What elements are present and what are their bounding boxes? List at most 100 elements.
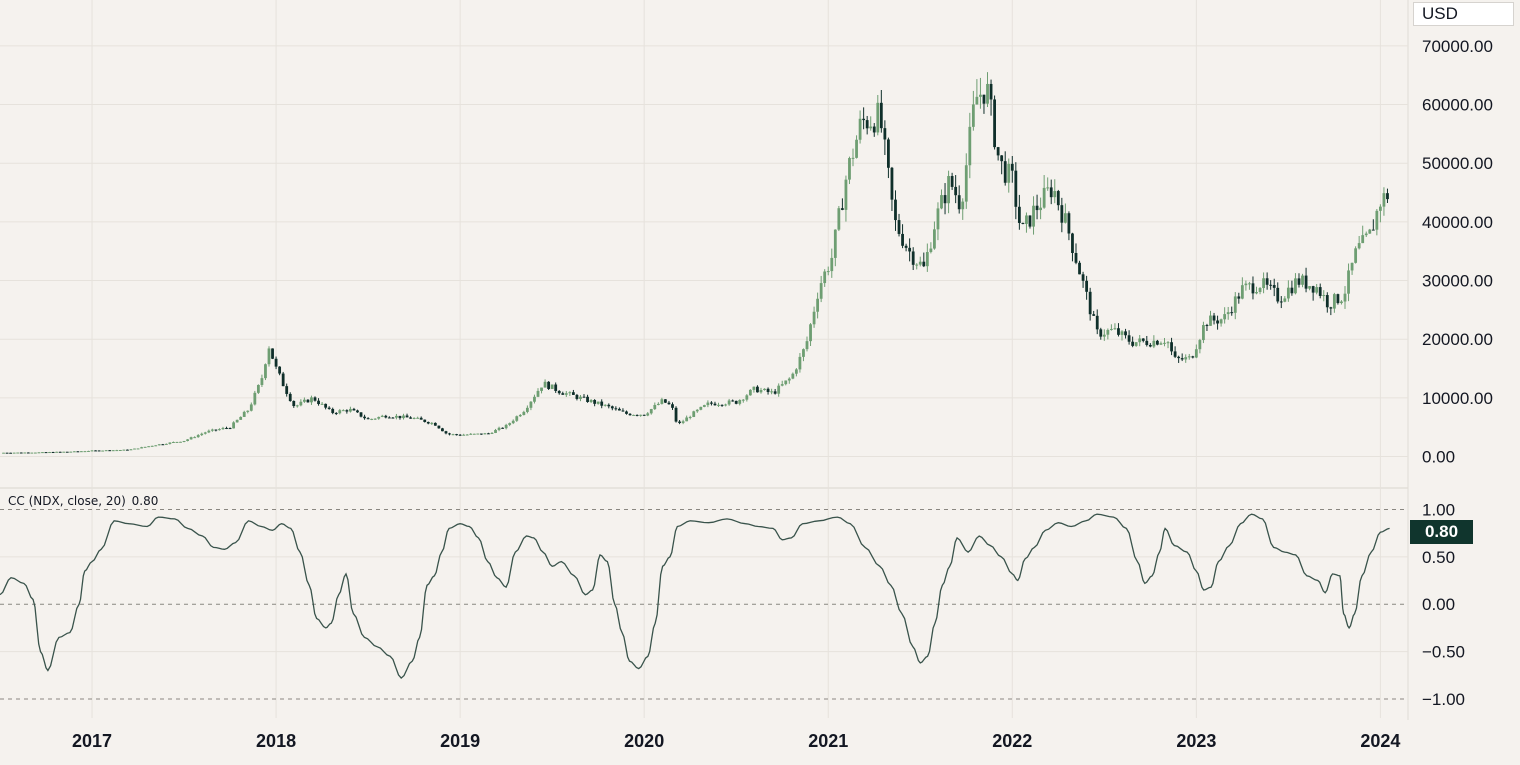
candle[interactable] [1283, 296, 1287, 303]
candle[interactable] [862, 107, 866, 130]
candle[interactable] [1202, 321, 1205, 344]
candle[interactable] [373, 418, 377, 420]
candle[interactable] [419, 416, 423, 420]
candle[interactable] [182, 440, 186, 443]
candle[interactable] [571, 389, 575, 395]
candle[interactable] [780, 380, 784, 387]
candle[interactable] [494, 428, 497, 434]
candle[interactable] [851, 148, 855, 167]
candle[interactable] [179, 441, 182, 443]
candle[interactable] [738, 399, 742, 406]
candle[interactable] [1088, 287, 1092, 321]
candle[interactable] [387, 416, 391, 419]
candle[interactable] [561, 391, 565, 395]
candle[interactable] [267, 346, 271, 367]
candle[interactable] [391, 416, 395, 419]
candle[interactable] [416, 416, 420, 419]
candle[interactable] [161, 443, 165, 446]
candle[interactable] [349, 406, 352, 413]
candle[interactable] [97, 450, 101, 452]
candle[interactable] [890, 166, 894, 211]
candle[interactable] [274, 356, 278, 370]
candle[interactable] [356, 409, 359, 413]
candle[interactable] [140, 446, 143, 449]
candle[interactable] [444, 430, 448, 435]
candle[interactable] [918, 256, 922, 267]
candle[interactable] [982, 94, 986, 114]
candle[interactable] [901, 224, 904, 249]
candle[interactable] [1265, 272, 1269, 290]
candle[interactable] [876, 94, 880, 136]
candle[interactable] [48, 451, 51, 454]
candle[interactable] [1134, 342, 1138, 347]
candle[interactable] [412, 417, 416, 420]
candle[interactable] [295, 404, 299, 408]
candle[interactable] [1378, 204, 1382, 223]
candle[interactable] [469, 433, 473, 435]
candle[interactable] [621, 408, 625, 412]
candle[interactable] [62, 451, 66, 453]
candle[interactable] [954, 175, 958, 204]
candle[interactable] [515, 415, 519, 422]
candle[interactable] [51, 451, 55, 454]
candle[interactable] [256, 384, 260, 394]
candle[interactable] [122, 449, 126, 451]
candle[interactable] [235, 419, 239, 423]
candle[interactable] [568, 391, 572, 397]
candle[interactable] [398, 415, 402, 420]
candle[interactable] [115, 449, 119, 452]
time-axis[interactable]: 2017 2018 2019 2020 2021 2022 2023 2024 [72, 731, 1400, 751]
candle[interactable] [543, 379, 547, 388]
candle[interactable] [1085, 275, 1089, 300]
candle[interactable] [1194, 344, 1198, 359]
candle[interactable] [855, 135, 858, 159]
candle[interactable] [338, 408, 342, 415]
candle[interactable] [366, 417, 370, 420]
candle[interactable] [1279, 296, 1283, 309]
candle[interactable] [1382, 187, 1386, 216]
candle[interactable] [1237, 292, 1241, 304]
candle[interactable] [136, 448, 140, 450]
candle[interactable] [540, 387, 543, 394]
candle[interactable] [168, 442, 172, 445]
candle[interactable] [1109, 324, 1113, 331]
candle[interactable] [437, 425, 441, 429]
candle[interactable] [1386, 188, 1389, 203]
candle[interactable] [30, 452, 34, 454]
candle[interactable] [1340, 300, 1343, 305]
candle[interactable] [1074, 243, 1078, 265]
candle[interactable] [1329, 306, 1333, 316]
candle[interactable] [600, 399, 604, 409]
candle[interactable] [228, 427, 232, 430]
candle[interactable] [734, 400, 738, 405]
candle[interactable] [448, 432, 451, 436]
candle[interactable] [759, 387, 763, 394]
candle[interactable] [33, 452, 37, 454]
candle[interactable] [554, 382, 558, 393]
candle[interactable] [766, 387, 770, 395]
candle[interactable] [748, 389, 752, 396]
candle[interactable] [911, 247, 915, 271]
candle[interactable] [1350, 262, 1354, 275]
candle[interactable] [1336, 293, 1340, 305]
candle[interactable] [72, 451, 76, 453]
candle[interactable] [596, 401, 600, 405]
candle[interactable] [830, 248, 834, 278]
candle[interactable] [646, 412, 650, 417]
candle[interactable] [150, 445, 154, 447]
candle[interactable] [5, 452, 9, 454]
candle[interactable] [405, 413, 409, 418]
candle[interactable] [451, 433, 455, 436]
candle[interactable] [582, 394, 586, 398]
candle[interactable] [200, 432, 204, 437]
candle[interactable] [455, 433, 458, 436]
candle[interactable] [936, 202, 940, 241]
candle[interactable] [971, 90, 975, 131]
candle[interactable] [359, 412, 363, 418]
candle[interactable] [1063, 203, 1067, 224]
candle[interactable] [996, 146, 1000, 161]
candle[interactable] [242, 410, 246, 418]
candle[interactable] [384, 414, 388, 419]
candle[interactable] [1212, 312, 1216, 325]
